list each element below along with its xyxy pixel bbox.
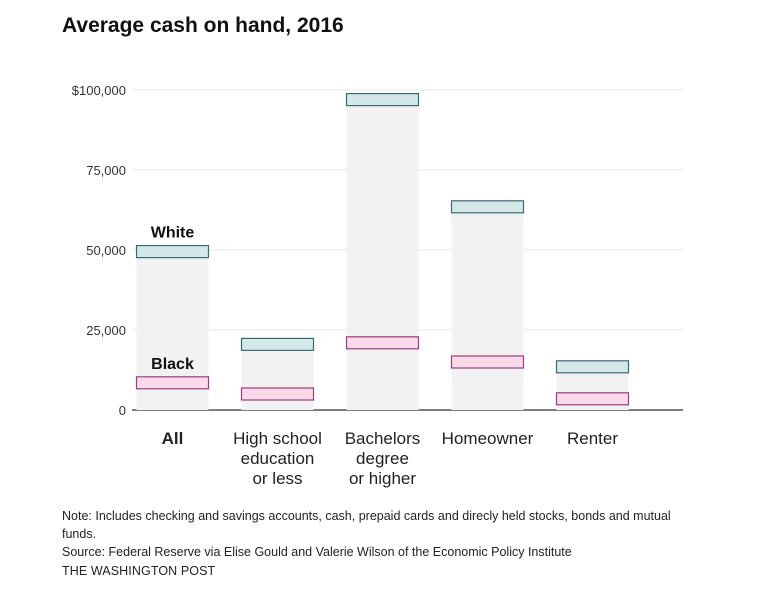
labels: 0 25,000 50,000 75,000 $100,000 All White Black… [72,83,619,488]
black-marker [345,336,420,350]
range-column [241,350,314,410]
chart-note: Note: Includes checking and savings acco… [62,509,671,541]
category-label: High school [233,429,322,448]
category-label: Renter [567,429,618,448]
y-tick-label: 50,000 [86,243,126,258]
y-tick-label: 75,000 [86,163,126,178]
black-marker [450,355,525,369]
category-label: Bachelors [345,429,421,448]
y-tick-label: 25,000 [86,323,126,338]
series-label-white: White [151,225,195,242]
category-label: or higher [349,469,416,488]
white-marker [240,337,315,351]
category-label: Homeowner [442,429,534,448]
y-tick-label: 0 [119,403,126,418]
white-marker [135,245,210,259]
category-label: All [162,429,184,448]
white-marker [555,360,630,374]
category-label: education [241,449,315,468]
value-markers [135,92,630,406]
cash-chart: 0 25,000 50,000 75,000 $100,000 All White Black… [72,83,683,488]
range-column [451,212,524,410]
range-columns [136,105,629,410]
white-marker [450,200,525,214]
category-label: degree [356,449,409,468]
chart-source: Source: Federal Reserve via Elise Gould … [62,545,572,559]
category-label: or less [252,469,302,488]
white-marker [345,92,420,107]
chart-credit: THE WASHINGTON POST [62,564,216,578]
black-marker [555,392,630,406]
series-label-black: Black [151,356,194,373]
black-marker [135,376,210,390]
y-tick-label: $100,000 [72,83,126,98]
range-column [346,105,419,410]
chart-title: Average cash on hand, 2016 [62,14,344,37]
black-marker [240,387,315,401]
